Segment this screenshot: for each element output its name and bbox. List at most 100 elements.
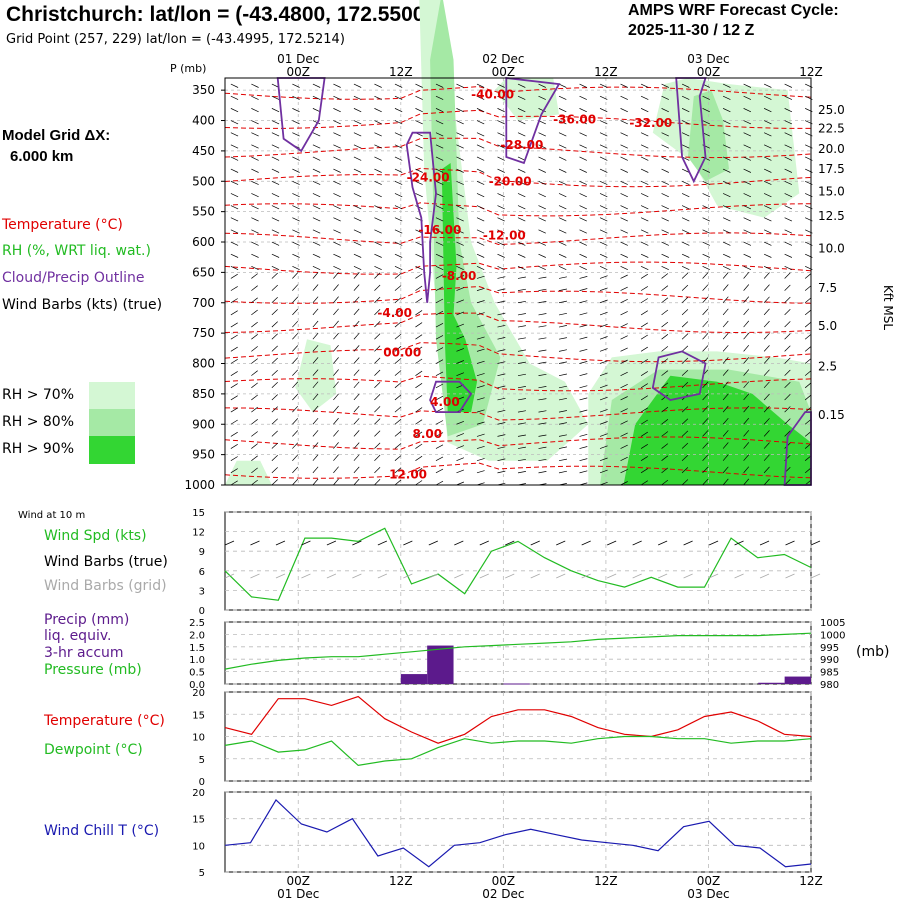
- isotherm: [224, 86, 812, 100]
- wind-barb: [476, 229, 485, 234]
- wind-barb: [435, 420, 444, 425]
- wind-barb: [517, 144, 526, 149]
- wind-barb: [620, 347, 628, 352]
- wind-barb: [661, 120, 669, 125]
- wind-barb: [476, 397, 485, 401]
- wind-barb: [230, 480, 238, 486]
- y-tick-label: 12: [192, 528, 205, 539]
- wind-barb: [415, 144, 423, 149]
- wind-barb: [517, 217, 526, 222]
- wind-barb: [702, 308, 709, 316]
- wind-barb: [640, 193, 649, 198]
- wind-barb: [271, 406, 278, 413]
- wind-barb: [579, 288, 588, 291]
- wind-barb: [251, 431, 258, 437]
- wind-barb: [497, 253, 505, 258]
- wind-barb: [661, 265, 669, 271]
- wind-barb: [251, 479, 258, 486]
- wind-barb: [579, 229, 587, 234]
- wind-barb: [681, 357, 689, 364]
- wind-barb: [333, 272, 339, 279]
- wind-barb: [784, 168, 793, 173]
- kft-tick-label: 5.0: [818, 319, 837, 333]
- wind-barb: [456, 445, 465, 449]
- forecast-cycle-value: 2025-11-30 / 12 Z: [628, 22, 755, 39]
- wind-barb: [251, 467, 258, 474]
- wind-barb: [763, 308, 770, 316]
- wind-barb: [456, 372, 465, 376]
- wind-barb: [681, 272, 689, 279]
- wind-barb: [271, 333, 278, 340]
- wind-barb-grid: [326, 573, 337, 579]
- wind-barb: [456, 299, 465, 304]
- wind-barb: [784, 418, 791, 425]
- wind-barb: [599, 275, 608, 279]
- wind-barb: [640, 83, 649, 88]
- wind-barb: [579, 397, 588, 401]
- isotherm: [224, 375, 812, 392]
- isotherm-label: -16.00: [418, 223, 461, 237]
- kft-tick-label: 15.0: [818, 185, 845, 199]
- wind-barb: [640, 431, 648, 437]
- wind-barb: [681, 180, 690, 185]
- time-label-hour: 00Z: [287, 874, 311, 888]
- wind-barb: [702, 442, 709, 449]
- wind-barb: [743, 265, 752, 271]
- wind-barb: [374, 442, 381, 449]
- wind-barb: [435, 156, 444, 161]
- pressure-tick-label: 700: [192, 296, 215, 310]
- wind-barb-grid: [479, 573, 489, 579]
- wind-barb: [230, 310, 238, 316]
- wind-barb: [230, 286, 238, 291]
- time-label-hour: 12Z: [389, 874, 413, 888]
- time-label-hour: 00Z: [492, 65, 516, 79]
- wind-barb: [702, 108, 710, 113]
- wind-barb: [271, 430, 278, 437]
- wind-barb: [312, 168, 321, 173]
- wind-barb: [558, 300, 567, 304]
- wind-barb: [456, 241, 464, 246]
- wind-barb: [271, 454, 278, 461]
- wind-barb: [702, 168, 710, 173]
- wind-barb: [763, 132, 772, 137]
- wind-barb: [599, 120, 608, 125]
- wind-barb: [497, 300, 506, 304]
- precip-bar: [400, 674, 428, 684]
- wind-barb: [312, 332, 319, 340]
- wind-barb: [763, 168, 772, 173]
- wind-barb: [702, 253, 710, 258]
- wind-barb: [579, 168, 587, 173]
- wind-barb: [456, 156, 464, 161]
- wind-barb: [435, 322, 444, 328]
- wind-barb: [804, 321, 812, 328]
- wind-barb: [804, 297, 812, 304]
- wind-barb: [271, 132, 280, 137]
- precip-bar: [427, 645, 454, 684]
- time-label-date: 03 Dec: [687, 887, 729, 900]
- wind-barb: [558, 373, 567, 376]
- wind-barb: [312, 430, 319, 437]
- wind-barb: [538, 422, 547, 425]
- precip-bar: [784, 676, 811, 684]
- wind-barb: [784, 321, 791, 328]
- wind-barb: [333, 83, 341, 88]
- wind-barb: [661, 83, 669, 88]
- wind-barb: [702, 95, 710, 100]
- wind-barb: [394, 285, 402, 291]
- wind-barb: [497, 337, 506, 340]
- wind-barb: [640, 132, 649, 137]
- wind-barb: [353, 430, 360, 437]
- wind-barb: [620, 335, 628, 340]
- wind-barb: [394, 205, 403, 210]
- wind-barb: [661, 431, 669, 437]
- wind-barb: [435, 108, 444, 113]
- time-label-date: 03 Dec: [687, 52, 729, 66]
- y-tick-label: 6: [199, 567, 205, 578]
- wind-barb: [271, 108, 280, 113]
- wind-barb: [230, 132, 239, 137]
- wind-barb: [456, 95, 464, 100]
- wind-barb: [661, 217, 669, 222]
- wind-barb: [312, 466, 319, 474]
- wind-barb: [661, 132, 669, 137]
- wind-barb-grid: [607, 573, 617, 579]
